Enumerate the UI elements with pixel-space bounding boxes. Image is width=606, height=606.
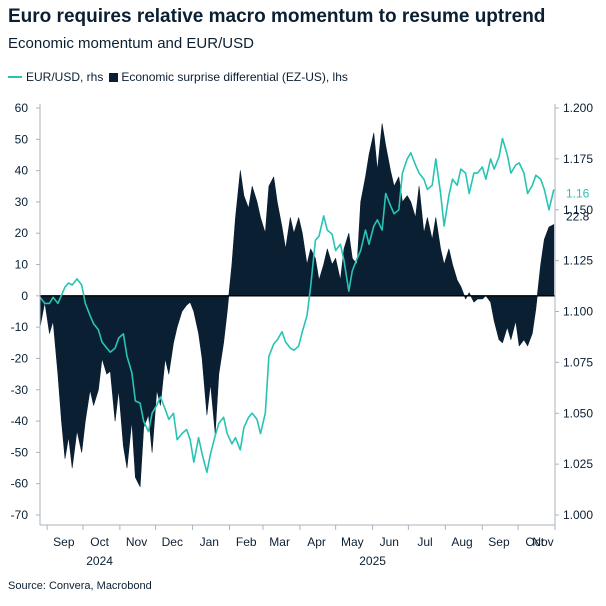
x-tick-label: May bbox=[341, 535, 364, 549]
right-tick-label: 1.175 bbox=[563, 152, 593, 166]
x-tick-label: Oct bbox=[90, 535, 109, 549]
left-tick-label: 0 bbox=[21, 289, 28, 303]
left-tick-label: -30 bbox=[11, 383, 29, 397]
left-tick-label: -40 bbox=[11, 414, 29, 428]
left-tick-label: 30 bbox=[15, 195, 29, 209]
left-tick-label: -10 bbox=[11, 320, 29, 334]
right-tick-label: 1.200 bbox=[563, 101, 593, 115]
x-tick-label: Feb bbox=[236, 535, 257, 549]
x-year-label: 2024 bbox=[86, 554, 113, 568]
chart-title: Euro requires relative macro momentum to… bbox=[8, 6, 546, 27]
x-tick-label: Dec bbox=[162, 535, 183, 549]
x-tick-label: Aug bbox=[451, 535, 472, 549]
left-tick-label: 60 bbox=[15, 101, 29, 115]
legend-swatch-surprise bbox=[109, 72, 119, 82]
x-tick-label: Nov bbox=[126, 535, 147, 549]
right-tick-label: 1.075 bbox=[563, 355, 593, 369]
left-tick-label: -20 bbox=[11, 351, 29, 365]
right-tick-label: 1.150 bbox=[563, 203, 593, 217]
x-tick-label: Jul bbox=[417, 535, 432, 549]
right-tick-label: 1.125 bbox=[563, 254, 593, 268]
series-area-surprise bbox=[39, 123, 555, 488]
left-tick-label: -60 bbox=[11, 477, 29, 491]
right-tick-label: 1.000 bbox=[563, 508, 593, 522]
right-tick-label: 1.050 bbox=[563, 406, 593, 420]
chart-source: Source: Convera, Macrobond bbox=[8, 580, 152, 592]
legend-swatch-eurusd bbox=[8, 76, 22, 78]
x-tick-label: Apr bbox=[307, 535, 326, 549]
x-tick-label: Jun bbox=[380, 535, 399, 549]
left-tick-label: -50 bbox=[11, 445, 29, 459]
x-tick-label: Nov bbox=[532, 535, 553, 549]
legend-label-eurusd: EUR/USD, rhs bbox=[26, 70, 104, 84]
x-tick-label: Jan bbox=[200, 535, 219, 549]
left-tick-label: -70 bbox=[11, 508, 29, 522]
end-label-surprise: 22.8 bbox=[566, 209, 590, 223]
x-tick-label: Sep bbox=[488, 535, 510, 549]
x-tick-label: Oct bbox=[525, 535, 544, 549]
left-tick-label: 40 bbox=[15, 164, 29, 178]
x-tick-label: Sep bbox=[53, 535, 75, 549]
legend-label-surprise: Economic surprise differential (EZ-US), … bbox=[121, 70, 348, 84]
end-label-eurusd: 1.16 bbox=[566, 186, 590, 200]
series-line-eurusd bbox=[39, 137, 555, 474]
x-tick-label: Mar bbox=[269, 535, 290, 549]
chart-legend: EUR/USD, rhs Economic surprise different… bbox=[8, 70, 348, 84]
x-year-label: 2025 bbox=[359, 554, 386, 568]
chart-subtitle: Economic momentum and EUR/USD bbox=[8, 35, 254, 52]
right-tick-label: 1.025 bbox=[563, 457, 593, 471]
right-tick-label: 1.100 bbox=[563, 305, 593, 319]
left-tick-label: 50 bbox=[15, 132, 29, 146]
left-tick-label: 20 bbox=[15, 226, 29, 240]
left-tick-label: 10 bbox=[15, 258, 29, 272]
